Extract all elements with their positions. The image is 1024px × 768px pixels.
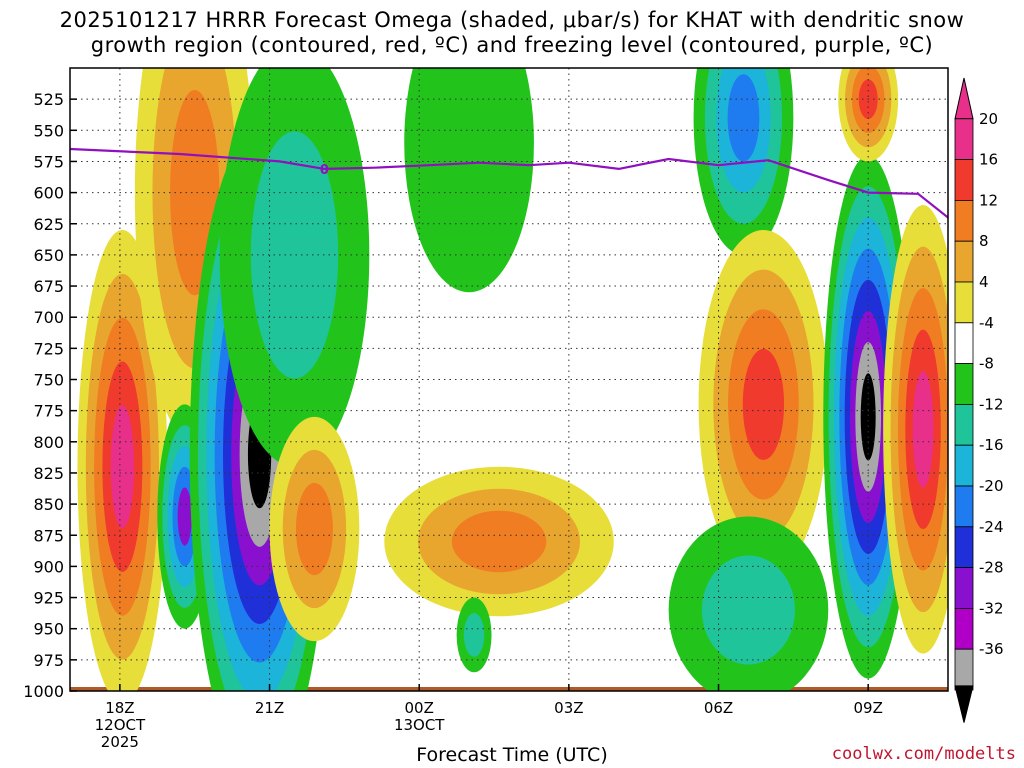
colorbar-swatch-16 <box>954 159 974 201</box>
colorbar-swatch-8 <box>954 240 974 283</box>
x-tick-date-00Z: 13OCT <box>394 716 445 734</box>
colorbar-swatch--20 <box>954 485 974 528</box>
y-tick-label-1000: 1000 <box>23 682 64 701</box>
freezing-level-contour: 0 <box>70 147 948 219</box>
omega-contour-12 <box>451 510 547 573</box>
x-tick-label-03Z: 03Z <box>554 699 583 717</box>
omega-cell-downward-07z-low <box>668 516 829 691</box>
y-tick-label-800: 800 <box>33 433 64 452</box>
y-tick-label-875: 875 <box>33 526 64 545</box>
y-tick-label-750: 750 <box>33 371 64 390</box>
colorbar-swatch--8 <box>954 363 974 405</box>
omega-contour-20 <box>110 405 135 529</box>
colorbar-swatch--12 <box>954 403 974 446</box>
colorbar-label--12: -12 <box>979 395 1004 413</box>
y-tick-label-900: 900 <box>33 557 64 576</box>
omega-contour--12 <box>701 555 796 665</box>
colorbar-label--36: -36 <box>979 640 1004 658</box>
omega-contour--36 <box>860 373 876 461</box>
colorbar-label-4: 4 <box>979 273 989 291</box>
plot-grid <box>70 68 948 691</box>
colorbar-swatch--36 <box>954 648 974 691</box>
omega-contour--8 <box>404 68 534 293</box>
omega-contour--28 <box>177 487 192 546</box>
y-tick-label-825: 825 <box>33 464 64 483</box>
source-credit: coolwx.com/modelts <box>831 744 1016 764</box>
colorbar-swatch-4 <box>954 281 974 324</box>
colorbar-label--28: -28 <box>979 559 1004 577</box>
omega-cell-downward-21z-upper <box>219 68 370 467</box>
y-tick-label-675: 675 <box>33 277 64 296</box>
y-tick-label-925: 925 <box>33 589 64 608</box>
omega-colorbar: 20 16 12 8 4 -4 -8 -12 -16 -20 -24 -28 -32 -36 <box>954 77 1004 723</box>
freezing-level-label: 0 <box>320 163 329 178</box>
colorbar-swatch-20 <box>954 118 974 161</box>
omega-cell-upward-10z <box>883 205 948 654</box>
colorbar-label-8: 8 <box>979 232 989 250</box>
y-tick-label-700: 700 <box>33 308 64 327</box>
omega-contour-16 <box>742 348 785 460</box>
ground-strip <box>70 687 948 691</box>
colorbar-label-16: 16 <box>979 151 998 169</box>
colorbar-label-20: 20 <box>979 110 998 128</box>
y-tick-label-600: 600 <box>33 184 64 203</box>
pressure-axis: 525 550 575 600 625 650 675 700 725 750 775 800 825 8… <box>23 90 77 701</box>
colorbar-label--24: -24 <box>979 518 1004 536</box>
chart-title-line-2: growth region (contoured, red, ºC) and f… <box>90 33 934 57</box>
chart-title-line-1: 2025101217 HRRR Forecast Omega (shaded, … <box>59 8 965 32</box>
colorbar-swatch--16 <box>954 444 974 487</box>
y-tick-label-975: 975 <box>33 651 64 670</box>
omega-contour-20 <box>912 371 934 488</box>
colorbar-label--20: -20 <box>979 477 1004 495</box>
x-axis-title: Forecast Time (UTC) <box>416 744 608 766</box>
omega-contour--12 <box>463 613 485 657</box>
y-tick-label-525: 525 <box>33 90 64 109</box>
x-tick-label-06Z: 06Z <box>704 699 733 717</box>
colorbar-swatch--28 <box>954 567 974 609</box>
y-tick-label-775: 775 <box>33 402 64 421</box>
colorbar-bottom-arrow <box>954 685 974 723</box>
y-tick-label-575: 575 <box>33 152 64 171</box>
y-tick-label-950: 950 <box>33 620 64 639</box>
x-tick-label-00Z: 00Z <box>405 699 434 717</box>
y-tick-label-725: 725 <box>33 339 64 358</box>
x-tick-year-18Z: 2025 <box>101 733 139 751</box>
colorbar-swatch--24 <box>954 526 974 568</box>
colorbar-swatch--32 <box>954 608 974 650</box>
x-tick-label-18Z: 18Z <box>105 699 134 717</box>
omega-cell-downward-01z-low <box>456 597 492 673</box>
y-tick-label-550: 550 <box>33 121 64 140</box>
omega-contour--20 <box>727 74 760 162</box>
colorbar-label--32: -32 <box>979 599 1004 617</box>
colorbar-label--16: -16 <box>979 436 1004 454</box>
colorbar-swatch-12 <box>954 199 974 242</box>
omega-cell-upward-18z-low <box>77 230 168 691</box>
omega-contour-12 <box>295 482 333 576</box>
y-tick-label-625: 625 <box>33 215 64 234</box>
colorbar-label-12: 12 <box>979 191 998 209</box>
colorbar-label--8: -8 <box>979 355 994 373</box>
omega-cell-downward-06z-upper <box>693 68 794 255</box>
freezing-level-line <box>70 147 948 219</box>
x-tick-label-09Z: 09Z <box>853 699 882 717</box>
y-tick-label-850: 850 <box>33 495 64 514</box>
colorbar-swatch--4 <box>954 322 974 364</box>
omega-cell-upward-00z-03z <box>384 466 614 617</box>
omega-cell-downward-01z-upper <box>404 68 534 293</box>
x-tick-label-21Z: 21Z <box>255 699 284 717</box>
y-tick-label-650: 650 <box>33 246 64 265</box>
omega-contour--12 <box>250 131 339 379</box>
omega-cell-upward-22z <box>269 416 360 642</box>
colorbar-top-arrow <box>954 77 974 120</box>
colorbar-label--4: -4 <box>979 314 994 332</box>
x-tick-date-18Z: 12OCT <box>95 716 146 734</box>
